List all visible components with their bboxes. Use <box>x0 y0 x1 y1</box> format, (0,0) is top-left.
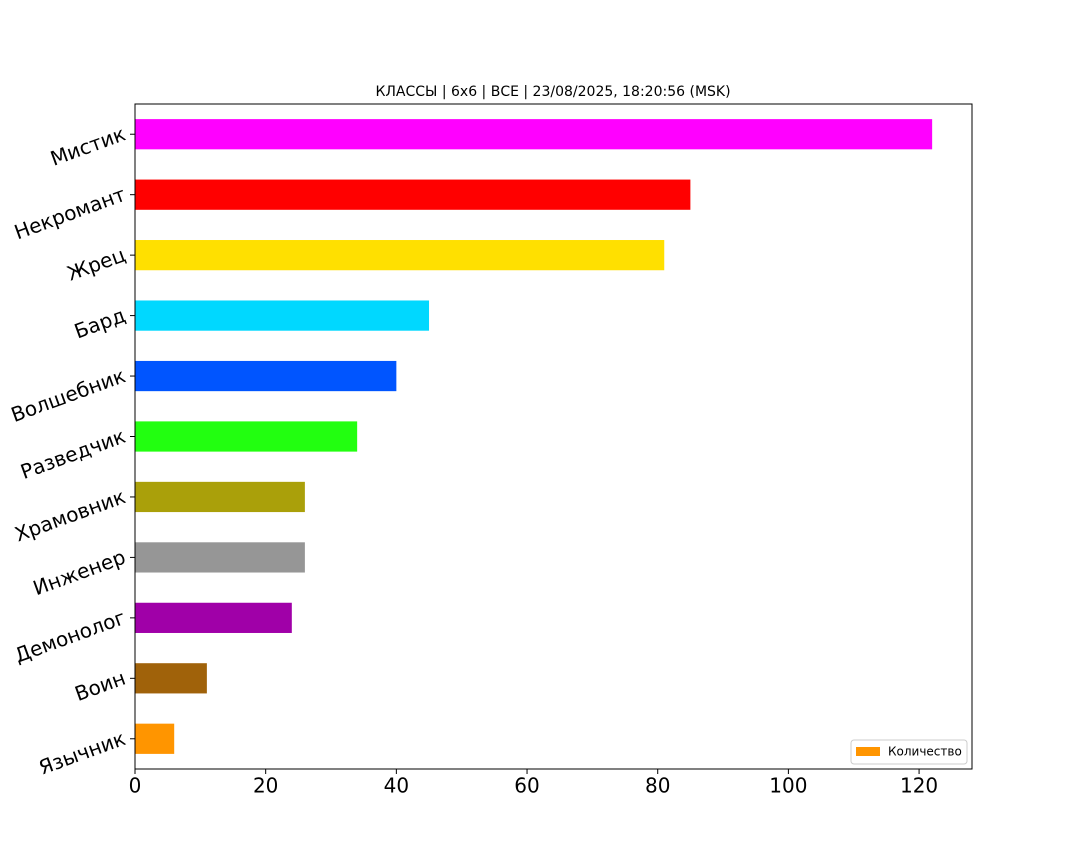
bar <box>135 723 175 754</box>
legend-box <box>850 739 968 765</box>
x-tick-label: 100 <box>769 774 807 798</box>
bar <box>135 119 933 150</box>
bar <box>135 542 305 573</box>
chart-title: КЛАССЫ | 6x6 | ВСЕ | 23/08/2025, 18:20:5… <box>375 84 730 100</box>
x-tick-label: 120 <box>900 774 938 798</box>
bar <box>135 360 397 392</box>
plot-frame <box>134 103 973 770</box>
bar <box>135 663 207 694</box>
bar <box>135 240 665 271</box>
x-tick-label: 80 <box>645 774 670 798</box>
bar <box>135 179 691 210</box>
x-tick-label: 40 <box>384 774 409 798</box>
bar <box>135 602 292 633</box>
bar <box>135 481 305 513</box>
bar <box>135 421 358 452</box>
x-tick-label: 20 <box>253 774 278 798</box>
bar <box>135 300 430 331</box>
x-tick-label: 0 <box>129 774 142 798</box>
legend-label: Количество <box>888 745 962 759</box>
x-tick-label: 60 <box>514 774 539 798</box>
legend-swatch <box>856 747 880 756</box>
